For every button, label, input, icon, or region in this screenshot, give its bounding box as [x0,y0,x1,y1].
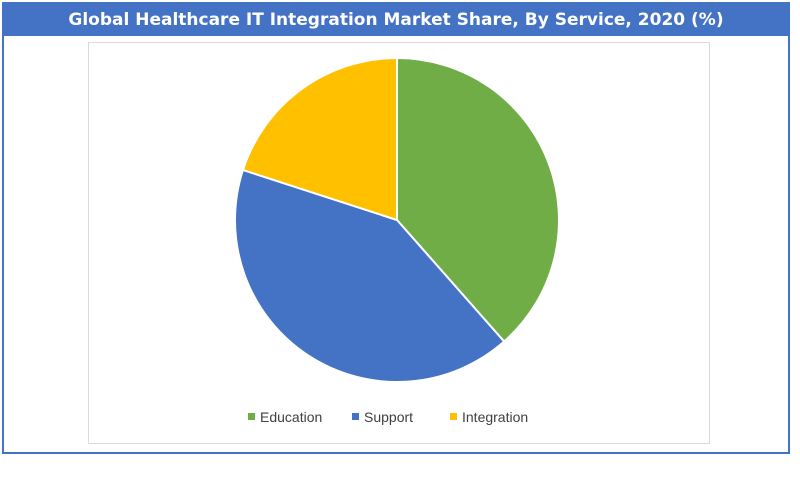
legend-marker-integration [450,413,457,420]
chart-title: Global Healthcare IT Integration Market … [4,4,788,36]
pie-slice-education [396,56,560,343]
legend: Education Support Integration [248,409,528,425]
pie-slices [234,56,560,383]
legend-marker-support [352,413,359,420]
legend-marker-education [248,413,255,420]
legend-label-integration: Integration [462,409,528,425]
legend-label-support: Support [364,409,413,425]
legend-label-education: Education [260,409,322,425]
pie-slice-integration [241,56,398,222]
pie-slice-support [234,168,506,383]
